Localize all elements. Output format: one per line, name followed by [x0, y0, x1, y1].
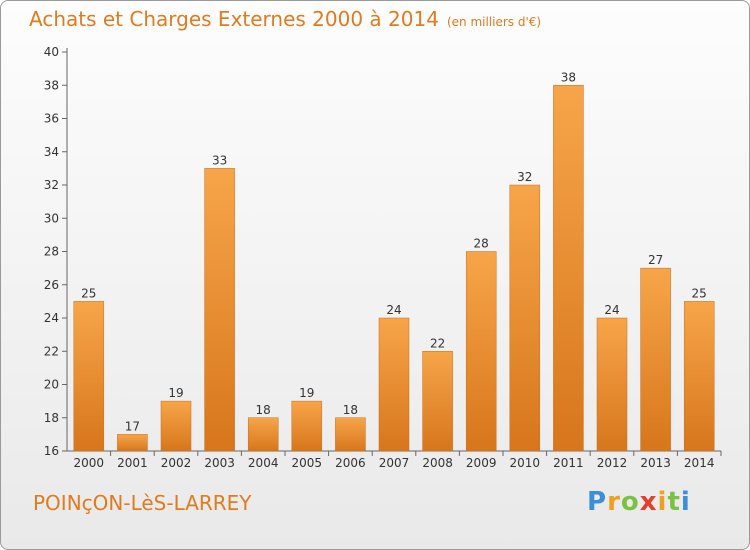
commune-name: POINçON-LèS-LARREY: [33, 491, 252, 515]
bar-value-label: 19: [299, 386, 314, 400]
x-tick-label: 2014: [684, 456, 715, 470]
bar: [596, 317, 628, 452]
x-tick-label: 2004: [248, 456, 279, 470]
bar-value-label: 32: [517, 170, 532, 184]
y-tick-label: 22: [44, 344, 59, 358]
bar: [160, 400, 192, 452]
y-tick-label: 28: [44, 245, 59, 259]
chart-title: Achats et Charges Externes 2000 à 2014 (e…: [29, 7, 541, 31]
bar-value-label: 25: [692, 286, 707, 300]
chart-title-text: Achats et Charges Externes 2000 à 2014: [29, 7, 439, 31]
bar: [247, 417, 279, 452]
x-tick-label: 2000: [74, 456, 105, 470]
x-tick-label: 2008: [422, 456, 453, 470]
bar-value-label: 22: [430, 336, 445, 350]
bar-value-label: 28: [474, 237, 489, 251]
x-tick-label: 2003: [204, 456, 235, 470]
bar: [73, 301, 105, 452]
bar: [553, 85, 584, 452]
proxiti-logo: Proxiti: [587, 487, 691, 517]
bar: [378, 317, 410, 452]
bar: [683, 301, 715, 452]
bar-value-label: 19: [168, 386, 183, 400]
y-tick-label: 32: [44, 178, 59, 192]
y-tick-label: 40: [44, 45, 59, 59]
x-tick-label: 2010: [510, 456, 541, 470]
bar: [465, 251, 497, 452]
y-tick-label: 16: [44, 444, 59, 458]
bar: [117, 434, 148, 452]
y-tick-label: 36: [44, 112, 59, 126]
x-tick-label: 2001: [117, 456, 148, 470]
bar-value-label: 18: [343, 403, 358, 417]
bar: [422, 351, 453, 452]
bar-value-label: 38: [561, 70, 576, 84]
y-tick-label: 30: [44, 211, 59, 225]
x-tick-label: 2009: [466, 456, 497, 470]
bar-value-label: 18: [256, 403, 271, 417]
y-tick-label: 38: [44, 78, 59, 92]
y-tick-label: 26: [44, 278, 59, 292]
bar: [204, 168, 235, 452]
bar: [291, 400, 323, 452]
bar-value-label: 27: [648, 253, 663, 267]
x-tick-label: 2007: [379, 456, 410, 470]
x-tick-label: 2011: [553, 456, 584, 470]
y-tick-label: 20: [44, 378, 59, 392]
bar-value-label: 25: [81, 286, 96, 300]
y-tick-label: 18: [44, 411, 59, 425]
bar-value-label: 24: [386, 303, 401, 317]
bar: [509, 184, 541, 452]
x-tick-label: 2012: [597, 456, 628, 470]
y-tick-label: 24: [44, 311, 59, 325]
bar-value-label: 33: [212, 153, 227, 167]
bar-value-label: 24: [604, 303, 619, 317]
y-tick-label: 34: [44, 145, 59, 159]
chart-subtitle: (en milliers d'€): [446, 15, 542, 29]
bar-value-label: 17: [125, 419, 140, 433]
x-tick-label: 2013: [640, 456, 671, 470]
x-tick-label: 2002: [161, 456, 192, 470]
x-tick-label: 2005: [292, 456, 323, 470]
bar: [335, 417, 366, 452]
bar: [640, 267, 671, 452]
x-tick-label: 2006: [335, 456, 366, 470]
